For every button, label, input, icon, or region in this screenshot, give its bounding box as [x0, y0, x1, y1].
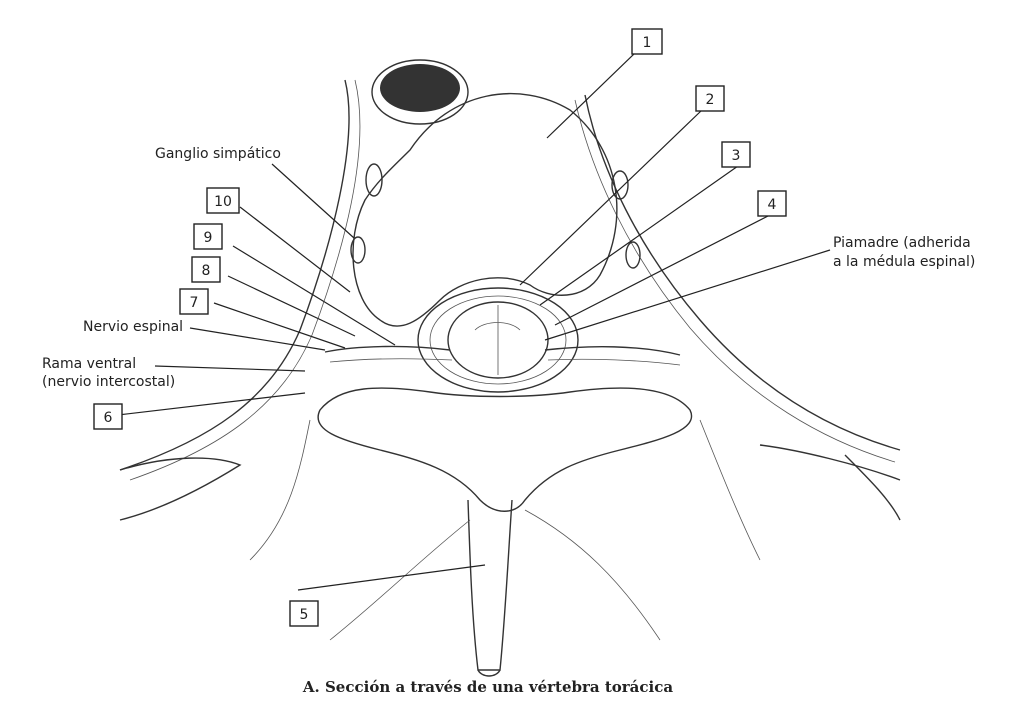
- label-box-10: 10: [206, 187, 240, 214]
- label-ganglio-simpatico: Ganglio simpático: [155, 146, 281, 162]
- label-box-3: 3: [721, 141, 751, 168]
- label-box-2: 2: [695, 85, 725, 112]
- label-number-6: 6: [104, 410, 113, 426]
- aorta-lumen: [380, 64, 460, 112]
- label-rama-ventral-line1: Rama ventral: [42, 356, 136, 372]
- vertebral-arch: [317, 387, 693, 512]
- label-number-5: 5: [300, 607, 309, 623]
- label-box-7: 7: [179, 288, 209, 315]
- label-number-4: 4: [768, 197, 777, 213]
- spinal-cord: [447, 301, 549, 379]
- label-number-8: 8: [202, 263, 211, 279]
- label-number-2: 2: [706, 92, 715, 108]
- aorta: [371, 59, 469, 125]
- label-box-6: 6: [93, 403, 123, 430]
- dural-sac: [417, 287, 579, 393]
- label-number-1: 1: [643, 35, 652, 51]
- label-number-3: 3: [732, 148, 741, 164]
- label-nervio-espinal: Nervio espinal: [83, 319, 183, 335]
- label-number-7: 7: [190, 295, 199, 311]
- anatomy-drawing: [119, 59, 901, 677]
- label-box-8: 8: [191, 256, 221, 283]
- label-box-9: 9: [193, 223, 223, 250]
- label-box-1: 1: [631, 28, 663, 55]
- label-piamadre-line2: a la médula espinal): [833, 254, 975, 270]
- label-piamadre-line1: Piamadre (adherida: [833, 235, 971, 251]
- figure-caption: A. Sección a través de una vértebra torá…: [302, 678, 673, 696]
- label-box-4: 4: [757, 190, 787, 217]
- label-number-9: 9: [204, 230, 213, 246]
- label-box-5: 5: [289, 600, 319, 627]
- label-number-10: 10: [214, 194, 232, 210]
- label-rama-ventral-line2: (nervio intercostal): [42, 374, 175, 390]
- leader-lines: [117, 51, 831, 591]
- vertebral-body: [352, 93, 618, 327]
- spinous-process: [467, 499, 513, 671]
